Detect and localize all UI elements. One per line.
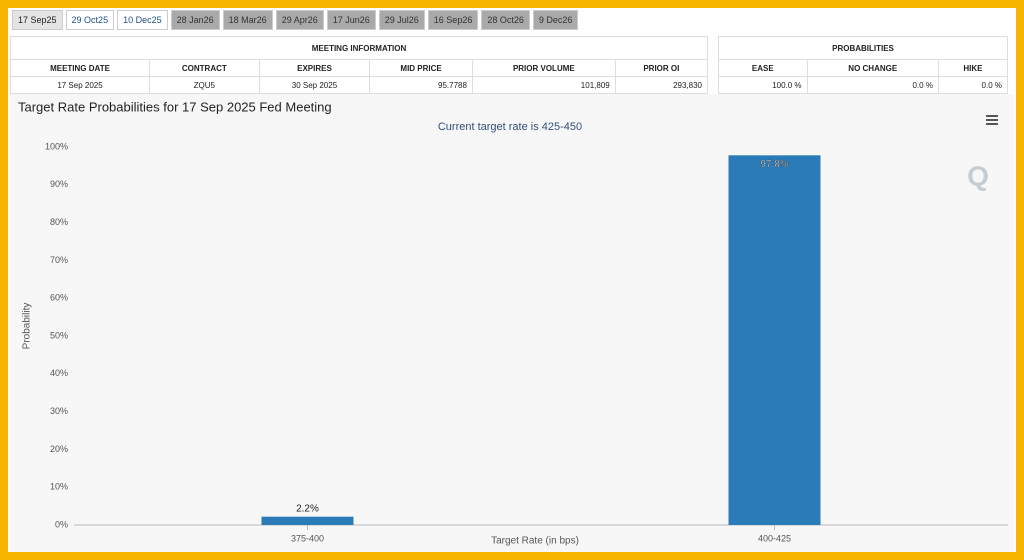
y-tick-label: 90% [50,179,68,189]
cell: 0.0 % [937,76,1009,94]
chart: Target Rate Probabilities for 17 Sep 202… [10,94,1014,552]
column-header: EASE [718,59,808,77]
cell: 101,809 [471,76,616,94]
y-tick-label: 0% [55,519,68,529]
meeting-tab[interactable]: 17 Jun26 [326,10,376,30]
meeting-table: MEETING INFORMATION MEETING DATE CONTRACT E… [9,36,709,94]
y-tick-label: 70% [50,255,68,265]
title-row: MEETING INFORMATION [10,36,708,60]
meeting-tab[interactable]: 18 Mar26 [222,10,273,30]
data-label: 2.2% [296,503,319,514]
meeting-tab[interactable]: 29 Apr26 [275,10,324,30]
column-header: EXPIRES [258,59,371,77]
column-header: NO CHANGE [806,59,939,77]
cell: 100.0 % [718,76,808,94]
y-tick-label: 30% [50,406,68,416]
watermark: Q [967,160,989,191]
column-header: HIKE [937,59,1009,77]
meeting-tab[interactable]: 28 Jan26 [170,10,220,30]
cell: 17 Sep 2025 [9,76,151,94]
y-tick-label: 100% [45,141,68,151]
y-tick-label: 60% [50,293,68,303]
y-tick-label: 80% [50,217,68,227]
x-tick-label: 400-425 [758,533,791,543]
meeting-tab[interactable]: 10 Dec25 [117,10,168,30]
meeting-tabs: 17 Sep25 29 Oct25 10 Dec25 28 Jan26 18 Mar26… [12,10,579,30]
y-tick-label: 40% [50,368,68,378]
meeting-tab[interactable]: 16 Sep26 [427,10,479,30]
x-axis-label: Target Rate (in bps) [491,536,579,547]
data-label: 97.8% [760,159,788,170]
cell: 30 Sep 2025 [258,76,371,94]
column-header: CONTRACT [149,59,260,77]
menu-icon[interactable] [986,115,998,125]
header-row: MEETING DATE CONTRACT EXPIRES MID PRICE PRIO… [9,59,709,77]
column-header: MID PRICE [369,59,473,77]
y-tick-label: 10% [50,482,68,492]
data-row: 100.0 % 0.0 % 0.0 % [718,76,1009,94]
bar [728,155,821,525]
meeting-tab[interactable]: 29 Oct25 [65,10,115,30]
chart-title: Target Rate Probabilities for 17 Sep 202… [18,99,332,114]
chart-subtitle: Current target rate is 425-450 [438,121,582,133]
meeting-tab[interactable]: 9 Dec26 [532,10,579,30]
cell: ZQU5 [149,76,260,94]
column-header: PRIOR OI [614,59,709,77]
table-title: PROBABILITIES [718,36,1008,60]
meeting-tab[interactable]: 29 Jul26 [378,10,425,30]
meeting-tab[interactable]: 17 Sep25 [12,10,63,30]
y-axis-label: Probability [22,303,33,350]
bar [261,516,354,525]
meeting-tab[interactable]: 28 Oct26 [481,10,530,30]
title-row: PROBABILITIES [718,36,1008,60]
probability-table: PROBABILITIES EASE NO CHANGE HIKE 100.0 % 0.0… [718,36,1009,94]
cell: 0.0 % [806,76,939,94]
column-header: MEETING DATE [9,59,151,77]
table-title: MEETING INFORMATION [10,36,708,60]
header-row: EASE NO CHANGE HIKE [718,59,1009,77]
y-tick-label: 20% [50,444,68,454]
cell: 293,830 [614,76,709,94]
column-header: PRIOR VOLUME [471,59,616,77]
cell: 95.7788 [369,76,473,94]
y-tick-label: 50% [50,330,68,340]
x-tick-label: 375-400 [291,533,324,543]
data-row: 17 Sep 2025 ZQU5 30 Sep 2025 95.7788 101,809… [9,76,709,94]
